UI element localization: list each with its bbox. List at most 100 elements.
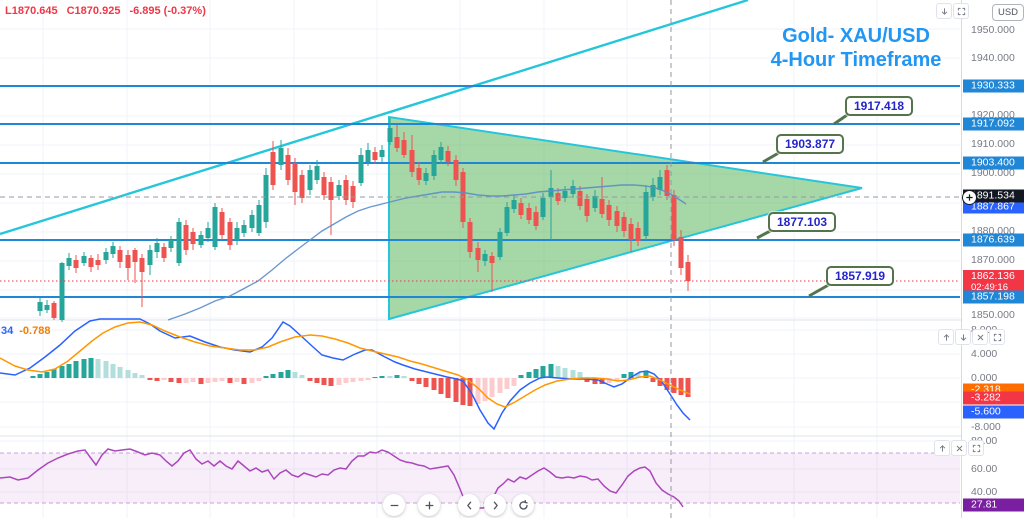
chart-annotation-title: Gold- XAU/USD 4-Hour Timeframe [756,24,956,72]
price-callout[interactable]: 1877.103 [768,212,837,232]
macd-histogram-bar [132,373,138,378]
currency-toggle-button[interactable]: USD [992,4,1024,21]
candle-body [263,175,269,222]
axis-tick-label: 0.000 [971,372,998,384]
zoom-chev-left-button[interactable] [458,494,480,516]
candle-body [249,215,255,228]
macd-histogram-bar [314,378,320,383]
rsi-indicator [0,448,684,509]
macd-histogram-bar [44,372,50,378]
title-line1: Gold- XAU/USD [782,25,930,47]
candle-body [321,177,327,195]
candle-body [241,225,247,233]
macd-histogram-bar [154,378,160,381]
macd-histogram-bar [504,378,510,389]
macd-histogram-bar [497,378,503,393]
candle-body [379,150,385,157]
zoom-chev-right-button[interactable] [484,494,506,516]
macd-arrow-down-button[interactable] [955,329,971,345]
macd-histogram-bar [66,364,72,378]
zoom-minus-button[interactable] [383,494,405,516]
candle-body [205,228,211,238]
reset-icon [518,499,528,510]
macd-histogram-bar [161,378,167,380]
macd-histogram-bar [212,378,218,382]
main_top-arrow-down-button[interactable] [936,3,952,19]
macd-histogram-bar [219,378,225,381]
macd-histogram-bar [81,359,87,378]
macd-histogram-bar [643,372,649,378]
candle-body [234,228,240,240]
maximize-icon [993,333,1001,341]
candle-body [511,200,517,209]
macd-signal-line [0,321,691,408]
rsi-band [0,452,960,504]
candle-body [599,199,605,214]
candle-body [635,228,641,241]
price-callout[interactable]: 1903.877 [776,134,845,154]
candle-body [336,185,342,196]
candle-body [198,235,204,245]
zoom-reset-button[interactable] [512,494,534,516]
macd-histogram-bar [307,378,313,381]
rsi-arrow-up-button[interactable] [934,440,950,456]
rsi-close-button[interactable] [951,440,967,456]
macd-histogram-bar [460,378,466,405]
candle-body [66,258,72,266]
macd-histogram-bar [59,366,65,378]
ascending-trendline[interactable] [0,0,749,236]
candle-body [489,256,495,263]
macd-histogram-bar [190,378,196,382]
candle-body [570,186,576,194]
macd-histogram-bar [526,372,532,378]
macd-histogram-bar [125,370,131,378]
macd-histogram-bar [584,378,590,382]
candle-body [526,208,532,220]
candle-body [285,155,291,180]
candle-body [497,232,503,257]
main_top-maximize-button[interactable] [953,3,969,19]
macd-histogram-bar [285,370,291,378]
ohlc-close: C1870.925 [66,5,121,17]
macd-histogram-bar [489,378,495,397]
macd-histogram-bar [614,378,620,381]
zoom-plus-button[interactable] [418,494,440,516]
macd-histogram-bar [379,376,385,378]
candle-body [95,260,101,265]
crosshair-overlay [0,0,960,518]
chev-left-icon [466,501,471,509]
macd-histogram-bar [110,364,116,378]
macd-histogram-bar [606,378,612,383]
price-callout[interactable]: 1917.418 [845,96,914,116]
candle-body [314,166,320,180]
rsi-maximize-button[interactable] [968,440,984,456]
candle-body [147,250,153,265]
macd-histogram-bar [176,378,182,383]
macd-histogram-bar [278,372,284,378]
macd-maximize-button[interactable] [989,329,1005,345]
macd-histogram-bar [117,367,123,378]
macd-close-button[interactable] [972,329,988,345]
candle-body [577,191,583,206]
macd-histogram-bar [394,375,400,378]
axis-tick-label: 1870.000 [971,254,1015,266]
chev-right-icon [493,501,498,509]
macd-histogram-bar [198,378,204,384]
arrow-up-icon [943,333,949,341]
add-alert-plus-icon[interactable] [962,190,977,205]
candle-body [307,170,313,190]
axis-price-label: -5.600 [963,405,1024,419]
price-callout[interactable]: 1857.919 [826,266,895,286]
arrow-down-icon [960,333,966,341]
macd-histogram-bar [482,378,488,401]
axis-tick-label: 1850.000 [971,309,1015,321]
macd-histogram-bar [350,378,356,382]
macd-histogram-bar [183,378,189,383]
candle-body [88,258,94,267]
axis-tick-label: 1900.000 [971,167,1015,179]
macd-histogram-bar [678,378,684,395]
macd-histogram-bar [621,374,627,378]
last-price: 1862.136 [971,270,1015,282]
macd-arrow-up-button[interactable] [938,329,954,345]
